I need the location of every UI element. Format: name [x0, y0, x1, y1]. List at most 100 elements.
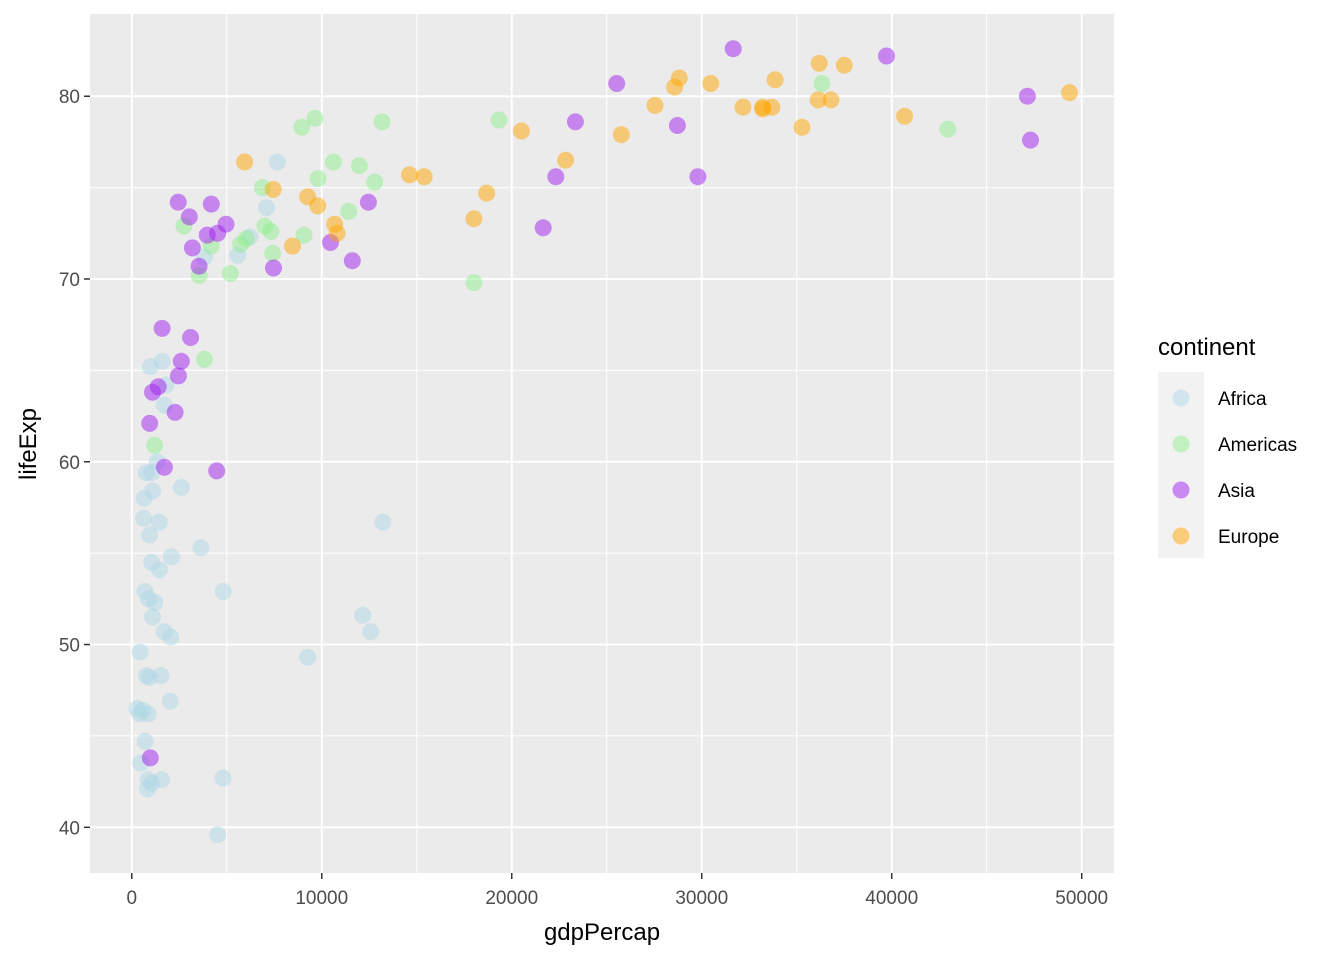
data-point-africa [140, 590, 158, 608]
plot-panel [90, 14, 1114, 873]
data-point-americas [293, 118, 311, 136]
data-point-americas [813, 75, 831, 92]
data-point-africa [144, 608, 162, 626]
y-tick-label: 60 [59, 453, 80, 474]
data-point-europe [465, 210, 483, 228]
legend-label-asia: Asia [1218, 481, 1255, 502]
data-point-europe [236, 153, 254, 171]
x-axis-title: gdpPercap [544, 919, 660, 946]
data-point-asia [668, 117, 686, 134]
data-point-americas [264, 244, 282, 262]
y-axis-ticks: 40 50 60 70 80 [59, 87, 90, 839]
data-point-europe [309, 197, 327, 215]
data-point-africa [135, 509, 153, 527]
data-point-europe [478, 184, 496, 202]
data-point-europe [754, 98, 772, 116]
data-point-africa [143, 464, 161, 482]
data-point-africa [209, 826, 226, 844]
data-point-africa [269, 153, 286, 171]
data-point-americas [232, 235, 250, 253]
data-point-africa [362, 623, 380, 641]
data-point-africa [150, 513, 168, 531]
data-point-africa [140, 668, 158, 686]
data-point-europe [896, 107, 914, 125]
data-point-asia [608, 75, 626, 92]
legend-title: continent [1158, 334, 1256, 361]
data-point-europe [1061, 84, 1078, 102]
data-point-americas [366, 173, 384, 191]
data-point-africa [153, 352, 171, 370]
y-tick-label: 70 [59, 270, 80, 291]
data-point-americas [195, 350, 213, 368]
data-point-europe [822, 91, 840, 109]
data-point-europe [612, 126, 630, 144]
data-point-asia [141, 414, 159, 432]
data-point-africa [299, 648, 317, 666]
data-point-europe [793, 118, 811, 136]
x-tick-label: 40000 [865, 888, 918, 909]
data-point-africa [141, 526, 159, 544]
data-points [128, 40, 1078, 844]
legend-key-asia [1172, 481, 1190, 499]
data-point-americas [295, 226, 313, 244]
data-point-europe [734, 98, 752, 116]
data-point-europe [401, 166, 418, 184]
data-point-europe [557, 151, 575, 169]
grid-minor [90, 14, 1114, 873]
y-tick-label: 40 [59, 818, 80, 839]
data-point-asia [566, 113, 584, 131]
data-point-asia [180, 208, 198, 226]
data-point-asia [169, 193, 187, 211]
data-point-africa [192, 539, 210, 557]
data-point-asia [169, 367, 187, 385]
legend: continent Africa Americas Asia Europe [1158, 334, 1297, 558]
data-point-asia [144, 383, 161, 401]
data-point-asia [172, 352, 190, 370]
grid-major [90, 14, 1114, 873]
data-point-americas [262, 223, 280, 240]
data-point-americas [146, 436, 164, 454]
data-point-asia [198, 226, 216, 244]
data-point-africa [155, 623, 173, 641]
data-point-asia [166, 403, 184, 421]
data-point-americas [340, 202, 358, 220]
data-point-asia [547, 168, 565, 186]
data-point-asia [155, 458, 173, 476]
y-axis-title: lifeExp [15, 408, 42, 480]
data-point-europe [835, 56, 853, 74]
data-point-americas [306, 109, 324, 127]
data-point-africa [143, 553, 161, 571]
data-point-asia [202, 195, 220, 213]
data-point-asia [878, 47, 895, 65]
data-point-americas [221, 265, 239, 282]
data-point-africa [139, 705, 157, 723]
legend-key-americas [1172, 435, 1190, 453]
x-tick-label: 0 [127, 888, 138, 909]
data-point-asia [359, 193, 377, 211]
data-point-europe [512, 122, 530, 140]
y-tick-label: 50 [59, 636, 80, 657]
data-point-americas [350, 157, 368, 175]
data-point-africa [214, 769, 232, 787]
data-point-africa [144, 482, 162, 500]
data-point-asia [534, 219, 552, 237]
data-point-europe [670, 69, 688, 87]
data-point-asia [141, 749, 159, 767]
data-point-africa [131, 643, 149, 661]
data-point-asia [1022, 131, 1039, 149]
legend-label-africa: Africa [1218, 389, 1267, 410]
legend-key-africa [1172, 389, 1190, 407]
x-tick-label: 20000 [485, 888, 538, 909]
data-point-europe [766, 71, 784, 89]
data-point-asia [183, 239, 201, 257]
data-point-americas [490, 111, 508, 129]
data-point-africa [258, 199, 275, 217]
data-point-africa [214, 583, 232, 600]
data-point-americas [939, 120, 957, 138]
x-tick-label: 30000 [675, 888, 728, 909]
data-point-asia [724, 40, 742, 58]
data-point-asia [190, 257, 208, 275]
data-point-europe [810, 54, 828, 72]
data-point-europe [646, 96, 664, 114]
data-point-asia [182, 329, 200, 346]
